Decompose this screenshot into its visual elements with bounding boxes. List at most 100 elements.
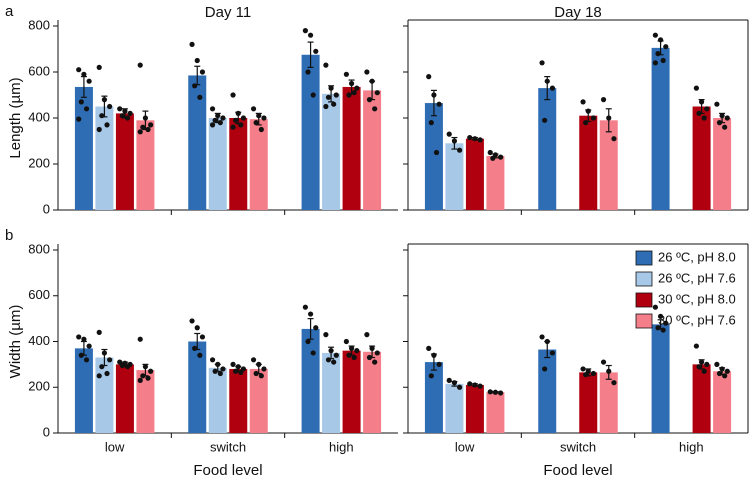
x-tick-label: switch — [560, 439, 596, 454]
data-point — [256, 113, 262, 119]
data-point — [451, 138, 458, 144]
bar — [486, 155, 505, 210]
legend-label: 30 ºC, pH 8.0 — [658, 291, 736, 306]
legend-swatch — [635, 271, 653, 287]
data-point — [351, 90, 357, 96]
bar — [249, 368, 268, 433]
data-point — [364, 332, 370, 338]
data-point — [611, 136, 617, 142]
data-point — [472, 136, 478, 142]
data-point — [714, 361, 720, 367]
data-point — [372, 106, 378, 112]
data-point — [124, 115, 131, 121]
data-point — [99, 364, 105, 370]
data-point — [436, 101, 442, 107]
data-point — [374, 90, 380, 96]
data-point — [78, 352, 84, 358]
y-tick-label: 400 — [28, 333, 50, 348]
data-point — [704, 361, 710, 367]
data-point — [194, 57, 200, 64]
x-axis-label: Food level — [543, 462, 612, 479]
bar — [445, 383, 464, 433]
data-point — [457, 384, 463, 390]
data-point — [331, 101, 337, 107]
data-point — [343, 338, 349, 345]
data-point — [325, 94, 332, 100]
y-tick-label: 800 — [28, 241, 50, 256]
bar — [188, 75, 207, 210]
data-point — [585, 108, 591, 114]
data-point — [189, 318, 195, 324]
data-point — [487, 389, 493, 395]
data-point — [346, 352, 352, 358]
data-point — [137, 336, 143, 342]
bar — [538, 88, 557, 210]
data-point — [233, 368, 239, 374]
data-point — [250, 357, 257, 363]
data-point — [142, 364, 149, 370]
data-point — [701, 115, 707, 121]
data-point — [137, 129, 143, 135]
data-point — [96, 373, 102, 379]
data-point — [374, 350, 380, 356]
data-point — [663, 320, 669, 326]
data-point — [714, 101, 720, 107]
data-point — [549, 350, 556, 356]
data-point — [369, 345, 375, 351]
y-tick-label: 800 — [28, 17, 50, 32]
data-point — [83, 357, 90, 363]
bar — [486, 392, 505, 433]
bar — [301, 328, 320, 433]
data-point — [724, 368, 730, 374]
data-point — [215, 113, 221, 119]
y-tick-label: 0 — [43, 424, 50, 439]
data-point — [81, 71, 87, 77]
bar — [424, 103, 443, 210]
data-point — [81, 336, 87, 342]
data-point — [323, 62, 329, 68]
bar — [579, 115, 598, 210]
data-point — [549, 85, 556, 91]
bar — [95, 106, 114, 210]
data-point — [104, 122, 110, 128]
data-point — [140, 373, 146, 379]
data-point — [372, 359, 378, 365]
data-point — [119, 113, 125, 119]
data-point — [426, 345, 432, 351]
y-axis-label: Width (µm) — [7, 305, 24, 379]
data-point — [490, 155, 496, 161]
data-point — [428, 373, 434, 379]
data-point — [477, 383, 483, 389]
data-point — [212, 368, 218, 374]
data-point — [328, 85, 334, 91]
bar — [136, 120, 155, 210]
data-point — [492, 389, 499, 395]
y-tick-label: 200 — [28, 155, 50, 170]
y-tick-label: 200 — [28, 379, 50, 394]
data-point — [451, 380, 458, 386]
bar — [322, 93, 341, 210]
y-tick-label: 0 — [43, 201, 50, 216]
data-point — [101, 350, 108, 356]
data-point — [240, 115, 247, 121]
data-point — [86, 343, 92, 349]
data-point — [364, 69, 370, 75]
data-point — [305, 338, 311, 345]
data-point — [333, 352, 339, 358]
data-point — [209, 357, 216, 363]
data-point — [220, 115, 226, 121]
data-point — [716, 120, 723, 126]
bar — [322, 352, 341, 433]
data-point — [199, 69, 206, 75]
data-point — [696, 110, 702, 116]
data-point — [86, 78, 92, 84]
panel-label: b — [5, 227, 13, 244]
data-point — [302, 304, 308, 310]
data-point — [323, 332, 329, 338]
data-point — [722, 373, 728, 379]
x-tick-label: low — [105, 439, 125, 454]
data-point — [660, 57, 666, 64]
bar — [249, 119, 268, 210]
data-point — [477, 137, 483, 143]
panel-label: a — [5, 3, 14, 20]
